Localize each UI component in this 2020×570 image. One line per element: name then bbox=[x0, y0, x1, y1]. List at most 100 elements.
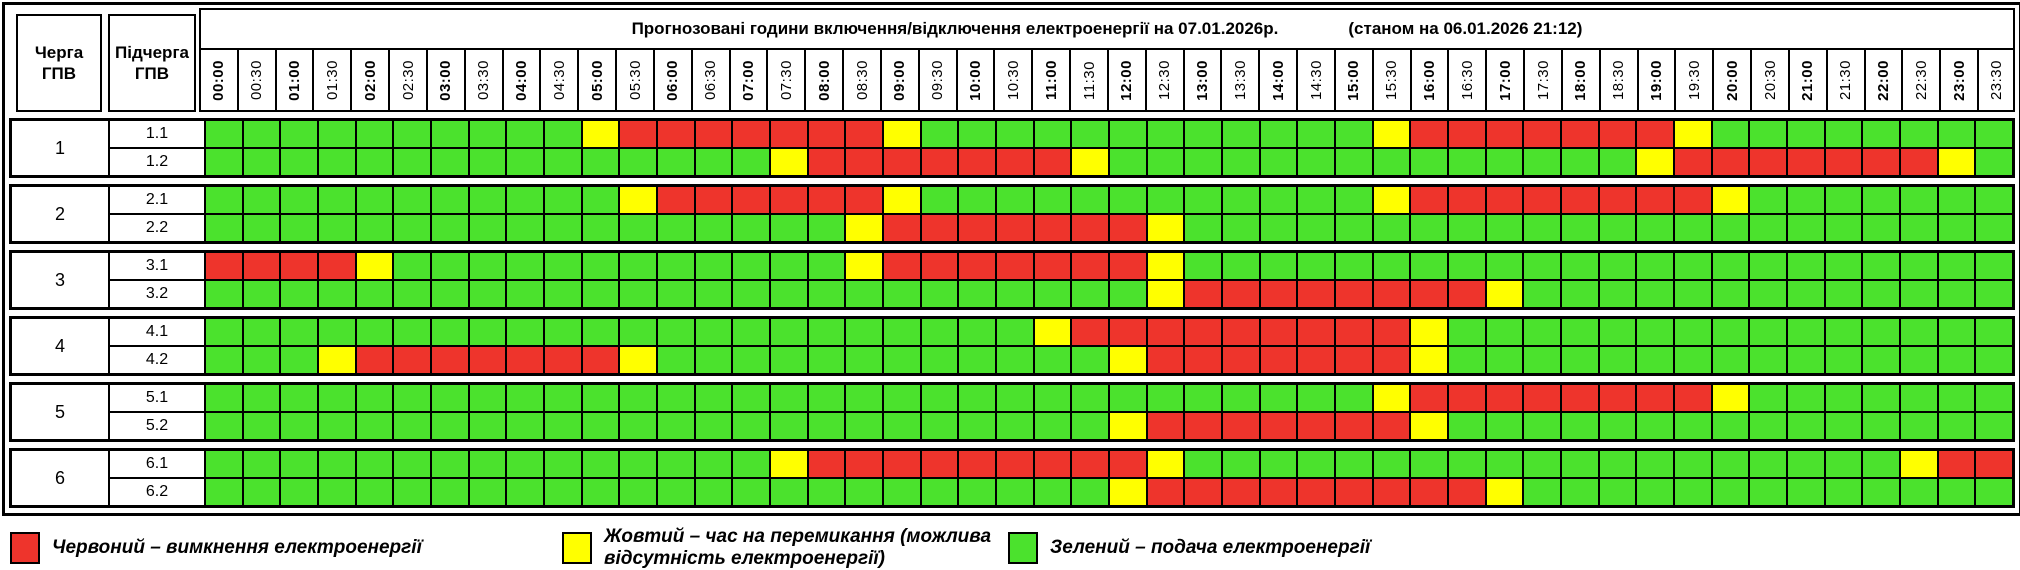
schedule-cell bbox=[1411, 451, 1447, 477]
schedule-cell bbox=[658, 451, 694, 477]
schedule-cell bbox=[620, 385, 656, 411]
schedule-cell bbox=[1825, 319, 1862, 345]
schedule-cell bbox=[1072, 187, 1108, 213]
schedule-cell bbox=[1298, 149, 1334, 175]
time-label: 02:00 bbox=[350, 48, 389, 112]
schedule-cell bbox=[771, 451, 807, 477]
schedule-cell bbox=[959, 413, 995, 439]
schedule-cell bbox=[1110, 253, 1146, 279]
schedule-cell bbox=[1147, 347, 1184, 373]
schedule-cell bbox=[1599, 187, 1636, 213]
time-label-text: 21:00 bbox=[1799, 59, 1817, 101]
schedule-cell bbox=[959, 479, 995, 505]
schedule-cell bbox=[1223, 215, 1259, 241]
schedule-cell bbox=[1110, 187, 1146, 213]
schedule-cell bbox=[1562, 215, 1598, 241]
schedule-cell bbox=[1863, 385, 1899, 411]
schedule-cell bbox=[1825, 281, 1862, 307]
schedule-cell bbox=[1449, 319, 1485, 345]
schedule-cell bbox=[1599, 319, 1636, 345]
schedule-cell bbox=[1863, 451, 1899, 477]
schedule-cell bbox=[808, 451, 845, 477]
time-label: 16:30 bbox=[1447, 48, 1486, 112]
schedule-cell bbox=[394, 253, 430, 279]
schedule-cell bbox=[582, 347, 619, 373]
schedule-cell bbox=[1825, 121, 1862, 147]
subqueue-cell: 4.1 bbox=[110, 319, 204, 345]
schedule-cell bbox=[1976, 385, 2012, 411]
schedule-cell bbox=[1675, 187, 1711, 213]
schedule-cell bbox=[1147, 253, 1184, 279]
schedule-cell bbox=[959, 121, 995, 147]
schedule-cell bbox=[658, 479, 694, 505]
schedule-cell bbox=[1863, 187, 1899, 213]
schedule-cell bbox=[206, 479, 242, 505]
time-label: 06:30 bbox=[690, 48, 729, 112]
schedule-cell bbox=[243, 253, 280, 279]
schedule-cell bbox=[1449, 347, 1485, 373]
schedule-cell bbox=[1147, 479, 1184, 505]
schedule-cell bbox=[846, 187, 882, 213]
schedule-cell bbox=[771, 385, 807, 411]
time-label: 03:30 bbox=[463, 48, 502, 112]
schedule-cell bbox=[1185, 385, 1221, 411]
time-label-text: 06:30 bbox=[702, 59, 720, 101]
schedule-cell bbox=[1750, 451, 1786, 477]
schedule-cell bbox=[206, 149, 242, 175]
page-title: Прогнозовані години включення/відключенн… bbox=[631, 19, 1279, 38]
schedule-cell bbox=[1599, 451, 1636, 477]
time-label-text: 22:00 bbox=[1875, 59, 1893, 101]
schedule-cell bbox=[356, 253, 393, 279]
schedule-cell bbox=[1223, 149, 1259, 175]
schedule-cell bbox=[356, 479, 393, 505]
schedule-cell bbox=[1411, 215, 1447, 241]
schedule-cell bbox=[1788, 149, 1824, 175]
schedule-cell bbox=[1524, 347, 1560, 373]
schedule-cell bbox=[319, 187, 355, 213]
schedule-cell bbox=[356, 451, 393, 477]
schedule-cell bbox=[1110, 215, 1146, 241]
time-label: 09:30 bbox=[917, 48, 956, 112]
schedule-cell bbox=[1373, 215, 1410, 241]
schedule-cell bbox=[1072, 413, 1108, 439]
schedule-cell bbox=[1788, 319, 1824, 345]
schedule-cell bbox=[1562, 319, 1598, 345]
time-label: 04:30 bbox=[539, 48, 578, 112]
queue-cell: 5 bbox=[12, 385, 108, 439]
schedule-cell bbox=[1524, 319, 1560, 345]
time-label: 01:30 bbox=[312, 48, 351, 112]
schedule-cell bbox=[997, 149, 1033, 175]
schedule-cell bbox=[884, 187, 920, 213]
schedule-cell bbox=[921, 121, 958, 147]
schedule-cell bbox=[658, 413, 694, 439]
time-label-text: 08:00 bbox=[815, 59, 833, 101]
time-label-text: 20:00 bbox=[1723, 59, 1741, 101]
time-label-text: 04:30 bbox=[550, 59, 568, 101]
queue-block-5: 5 5.1 5.2 bbox=[9, 382, 2015, 442]
time-label: 11:00 bbox=[1031, 48, 1070, 112]
schedule-cell bbox=[658, 385, 694, 411]
schedule-cell bbox=[846, 121, 882, 147]
schedule-cell bbox=[1298, 253, 1334, 279]
schedule-cell bbox=[1825, 187, 1862, 213]
schedule-cell bbox=[545, 385, 581, 411]
schedule-cell bbox=[771, 347, 807, 373]
schedule-cell bbox=[1901, 347, 1937, 373]
schedule-cell bbox=[1976, 281, 2012, 307]
schedule-cell bbox=[658, 187, 694, 213]
schedule-cell bbox=[1637, 479, 1673, 505]
time-label-text: 02:30 bbox=[399, 59, 417, 101]
schedule-cell bbox=[281, 479, 317, 505]
time-label: 18:30 bbox=[1598, 48, 1637, 112]
schedule-cell bbox=[771, 253, 807, 279]
schedule-cell bbox=[1750, 319, 1786, 345]
schedule-cell bbox=[695, 385, 732, 411]
schedule-cell bbox=[1034, 347, 1071, 373]
schedule-cell bbox=[469, 451, 506, 477]
schedule-cell bbox=[1599, 121, 1636, 147]
schedule-cell bbox=[243, 281, 280, 307]
schedule-cell bbox=[281, 187, 317, 213]
schedule-cell bbox=[733, 121, 769, 147]
schedule-cell bbox=[1938, 253, 1975, 279]
schedule-cell bbox=[356, 413, 393, 439]
